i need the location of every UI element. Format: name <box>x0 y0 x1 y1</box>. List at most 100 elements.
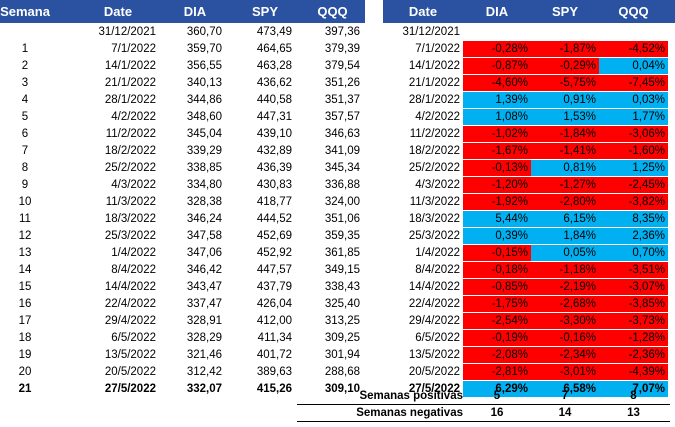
date-cell-right: 21/1/2022 <box>408 77 460 89</box>
date-cell: 14/1/2022 <box>104 60 156 72</box>
table-row: 18 6/5/2022 328,29 411,34 309,25 6/5/2022 -0,1… <box>0 330 675 347</box>
spy-change-cell: 1,53% <box>531 109 599 125</box>
spy-change-cell: -3,01% <box>531 364 599 380</box>
qqq-price-cell: 336,88 <box>324 179 360 191</box>
spy-price-cell: 464,65 <box>256 43 292 55</box>
col-header-spy-right: SPY <box>551 4 578 19</box>
spy-price-cell: 447,31 <box>256 111 292 123</box>
qqq-change-cell: 1,25% <box>599 160 668 176</box>
dia-price-cell: 332,07 <box>186 383 222 395</box>
table-row: 6 11/2/2022 345,04 439,10 346,63 11/2/2022 -1,… <box>0 126 675 143</box>
date-cell: 25/2/2022 <box>104 162 156 174</box>
semana-cell: 16 <box>18 298 32 310</box>
table-row: 17 29/4/2022 328,91 412,00 313,25 29/4/2022 -2… <box>0 313 675 330</box>
table-row: 10 11/3/2022 328,38 418,77 324,00 11/3/2022 -1… <box>0 194 675 211</box>
date-cell: 11/2/2022 <box>105 128 156 140</box>
spy-price-cell: 389,63 <box>256 366 292 378</box>
qqq-change-cell: 1,77% <box>599 109 668 125</box>
date-cell-right: 1/4/2022 <box>415 247 460 259</box>
spy-change-cell: 6,15% <box>531 211 599 227</box>
dia-change-cell: -2,81% <box>463 364 531 380</box>
qqq-change-cell: -3,06% <box>599 126 668 142</box>
qqq-change-cell: 0,04% <box>599 58 668 74</box>
dia-change-cell: -0,18% <box>463 262 531 278</box>
qqq-price-cell: 349,15 <box>324 264 360 276</box>
date-cell: 4/3/2022 <box>111 179 156 191</box>
dia-price-cell: 360,70 <box>186 26 222 38</box>
qqq-price-cell: 338,43 <box>324 281 360 293</box>
summary-positive-label: Semanas positivas <box>359 390 463 402</box>
qqq-change-cell: 8,35% <box>599 211 668 227</box>
semana-cell: 7 <box>21 145 29 157</box>
qqq-price-cell: 345,34 <box>324 162 360 174</box>
summary-positive-qqq: 8 <box>630 390 637 402</box>
table-row: 3 21/1/2022 340,13 436,62 351,26 21/1/2022 -4,… <box>0 75 675 92</box>
spy-price-cell: 436,62 <box>256 77 292 89</box>
qqq-price-cell: 351,26 <box>324 77 360 89</box>
dia-price-cell: 328,29 <box>186 332 222 344</box>
date-cell-right: 11/3/2022 <box>409 196 460 208</box>
dia-price-cell: 338,85 <box>186 162 222 174</box>
spy-price-cell: 412,00 <box>256 315 292 327</box>
qqq-change-cell: -3,51% <box>599 262 668 278</box>
semana-cell: 21 <box>18 383 32 395</box>
dia-change-cell: 1,39% <box>463 92 531 108</box>
col-header-dia-right: DIA <box>485 4 509 19</box>
spy-change-cell: 0,91% <box>531 92 599 108</box>
date-cell: 6/5/2022 <box>111 332 156 344</box>
dia-change-cell: -1,92% <box>463 194 531 210</box>
qqq-change-cell: 0,70% <box>599 245 668 261</box>
date-cell: 31/12/2021 <box>98 26 156 38</box>
col-header-date-right: Date <box>408 4 438 19</box>
semana-cell: 19 <box>18 349 32 361</box>
qqq-change-cell: -3,73% <box>599 313 668 329</box>
qqq-price-cell: 397,36 <box>324 26 360 38</box>
qqq-change-cell: -3,82% <box>599 194 668 210</box>
dia-change-cell: 1,08% <box>463 109 531 125</box>
spy-change-cell: -1,87% <box>531 41 599 57</box>
date-cell-right: 27/5/2022 <box>408 383 460 395</box>
dia-change-cell: -0,85% <box>463 279 531 295</box>
qqq-price-cell: 325,40 <box>324 298 360 310</box>
qqq-change-cell: -4,39% <box>599 364 668 380</box>
qqq-change-cell: -3,85% <box>599 296 668 312</box>
table-row: 4 28/1/2022 344,86 440,58 351,37 28/1/2022 1,3… <box>0 92 675 109</box>
dia-price-cell: 356,55 <box>186 60 222 72</box>
spy-change-cell: -0,16% <box>531 330 599 346</box>
date-cell: 18/3/2022 <box>104 213 156 225</box>
date-cell-right: 4/2/2022 <box>415 111 460 123</box>
summary-negative-dia: 16 <box>490 407 504 419</box>
date-cell-right: 18/2/2022 <box>408 145 460 157</box>
spy-change-cell: -1,41% <box>531 143 599 159</box>
spy-change-cell: -2,80% <box>531 194 599 210</box>
date-cell-right: 18/3/2022 <box>408 213 460 225</box>
qqq-price-cell: 301,94 <box>324 349 360 361</box>
table-row: 21 27/5/2022 332,07 415,26 309,10 27/5/2022 6,… <box>0 381 675 398</box>
spy-change-cell: -2,68% <box>531 296 599 312</box>
qqq-change-cell: -1,60% <box>599 143 668 159</box>
semana-cell: 20 <box>18 366 32 378</box>
spy-change-cell: -0,29% <box>531 58 599 74</box>
spy-change-cell: 0,05% <box>531 245 599 261</box>
date-cell-right: 20/5/2022 <box>408 366 460 378</box>
table-row: 8 25/2/2022 338,85 436,39 345,34 25/2/2022 -0,… <box>0 160 675 177</box>
semana-cell: 1 <box>21 43 29 55</box>
qqq-change-cell <box>599 24 668 40</box>
summary-negative-qqq: 13 <box>627 407 640 419</box>
spy-change-cell: -1,27% <box>531 177 599 193</box>
spy-price-cell: 426,04 <box>256 298 292 310</box>
date-cell-right: 29/4/2022 <box>408 315 460 327</box>
dia-change-cell: 0,39% <box>463 228 531 244</box>
semana-cell: 13 <box>18 247 32 259</box>
dia-price-cell: 347,06 <box>186 247 222 259</box>
semana-cell: 3 <box>21 77 29 89</box>
dia-price-cell: 321,46 <box>186 349 222 361</box>
spy-change-cell: 6,58% <box>531 381 599 397</box>
date-cell: 14/4/2022 <box>104 281 156 293</box>
date-cell: 29/4/2022 <box>104 315 156 327</box>
semana-cell: 17 <box>18 315 32 327</box>
spy-price-cell: 439,10 <box>256 128 292 140</box>
dia-price-cell: 339,29 <box>186 145 222 157</box>
col-header-spy: SPY <box>251 4 278 19</box>
dia-price-cell: 346,42 <box>186 264 222 276</box>
